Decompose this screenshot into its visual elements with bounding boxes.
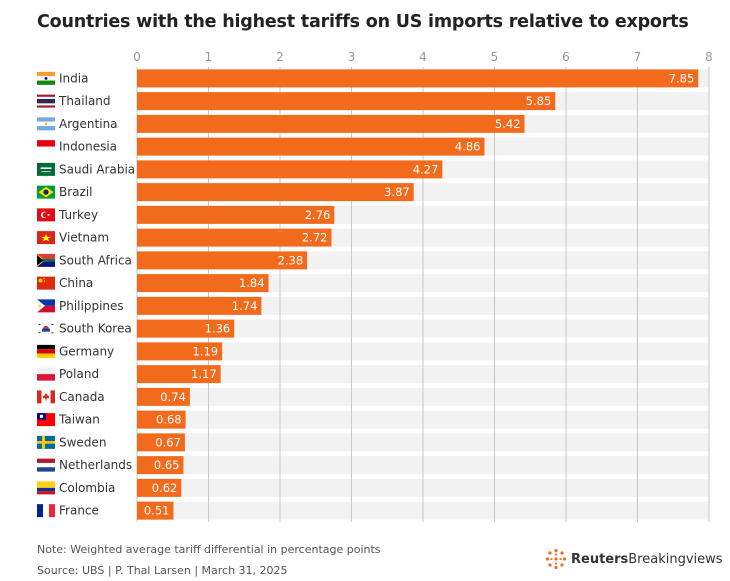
category-label: Philippines [59, 299, 124, 313]
bar [137, 69, 699, 88]
bar [137, 251, 308, 270]
brand-name-bold: Reuters [571, 551, 629, 567]
argentina-flag-icon [37, 117, 55, 131]
taiwan-flag-icon [37, 413, 55, 427]
bar [137, 183, 414, 202]
reuters-logo-icon [545, 548, 567, 570]
canada-flag-icon [37, 390, 55, 404]
bar [137, 501, 174, 520]
thailand-flag-icon [37, 94, 55, 108]
bar [137, 387, 190, 406]
bar-value-label: 0.51 [144, 504, 170, 518]
x-tick-label: 7 [634, 50, 642, 64]
category-label: Netherlands [59, 458, 132, 472]
reuters-breakingviews-logo: ReutersBreakingviews [545, 548, 723, 570]
category-label: Sweden [59, 435, 106, 449]
bar [137, 92, 556, 111]
poland-flag-icon [37, 367, 55, 381]
x-tick-label: 8 [705, 50, 713, 64]
saudi-arabia-flag-icon [37, 162, 55, 176]
brazil-flag-icon [37, 185, 55, 199]
france-flag-icon [37, 504, 55, 518]
category-label: South Africa [59, 253, 132, 267]
x-tick-label: 4 [419, 50, 427, 64]
bar [137, 410, 186, 429]
bar-value-label: 1.19 [192, 344, 218, 358]
sweden-flag-icon [37, 435, 55, 449]
bar [137, 228, 332, 247]
category-label: Saudi Arabia [59, 162, 135, 176]
bar [137, 205, 335, 224]
bar-value-label: 0.74 [160, 390, 186, 404]
category-label: Argentina [59, 117, 118, 131]
category-label: South Korea [59, 322, 132, 336]
colombia-flag-icon [37, 481, 55, 495]
category-label: Thailand [58, 94, 111, 108]
bar-value-label: 0.67 [155, 435, 181, 449]
bar [137, 137, 485, 156]
category-label: Turkey [58, 208, 98, 222]
bar [137, 478, 182, 497]
chart-source: Source: UBS | P. Thal Larsen | March 31,… [37, 564, 288, 577]
bar [137, 319, 235, 338]
bar-value-label: 1.36 [205, 322, 231, 336]
bar-value-label: 3.87 [384, 185, 410, 199]
brand-name: ReutersBreakingviews [571, 552, 723, 567]
bar-value-label: 1.74 [232, 299, 258, 313]
bar-value-label: 2.38 [278, 253, 304, 267]
bar [137, 296, 262, 315]
category-label: France [59, 504, 99, 518]
germany-flag-icon [37, 344, 55, 358]
bar-value-label: 1.84 [239, 276, 265, 290]
category-label: Brazil [59, 185, 93, 199]
philippines-flag-icon [37, 299, 55, 313]
bar-value-label: 2.76 [305, 208, 331, 222]
indonesia-flag-icon [37, 140, 55, 154]
x-tick-label: 5 [491, 50, 499, 64]
category-label: Poland [59, 367, 99, 381]
x-tick-label: 1 [205, 50, 213, 64]
vietnam-flag-icon [37, 231, 55, 245]
bar [137, 160, 443, 179]
category-label: China [59, 276, 93, 290]
bar [137, 365, 221, 384]
category-label: Indonesia [59, 140, 117, 154]
bar-value-label: 4.86 [455, 140, 481, 154]
netherlands-flag-icon [37, 458, 55, 472]
bar-value-label: 0.68 [156, 413, 182, 427]
bar-value-label: 0.65 [154, 458, 180, 472]
category-label: Vietnam [59, 231, 109, 245]
south-korea-flag-icon [37, 322, 55, 336]
bar [137, 433, 185, 452]
category-label: India [59, 71, 88, 85]
bar [137, 274, 269, 293]
bar-value-label: 4.27 [413, 162, 439, 176]
x-tick-label: 6 [562, 50, 570, 64]
bar [137, 342, 223, 361]
bar-value-label: 1.17 [191, 367, 217, 381]
bar-value-label: 5.42 [495, 117, 521, 131]
turkey-flag-icon [37, 208, 55, 222]
x-tick-label: 2 [276, 50, 284, 64]
china-flag-icon [37, 276, 55, 290]
bar-value-label: 2.72 [302, 231, 328, 245]
bar-value-label: 0.62 [152, 481, 178, 495]
category-label: Canada [59, 390, 105, 404]
category-label: Taiwan [58, 413, 100, 427]
x-tick-label: 3 [348, 50, 356, 64]
bar-value-label: 5.85 [526, 94, 552, 108]
bar [137, 456, 184, 475]
bar [137, 114, 525, 133]
category-label: Colombia [59, 481, 115, 495]
india-flag-icon [37, 71, 55, 85]
brand-name-rest: Breakingviews [628, 551, 723, 567]
bar-value-label: 7.85 [669, 71, 695, 85]
chart-title: Countries with the highest tariffs on US… [37, 12, 689, 32]
chart-note: Note: Weighted average tariff differenti… [37, 543, 381, 556]
south-africa-flag-icon [37, 253, 55, 267]
category-label: Germany [59, 344, 114, 358]
x-tick-label: 0 [133, 50, 141, 64]
